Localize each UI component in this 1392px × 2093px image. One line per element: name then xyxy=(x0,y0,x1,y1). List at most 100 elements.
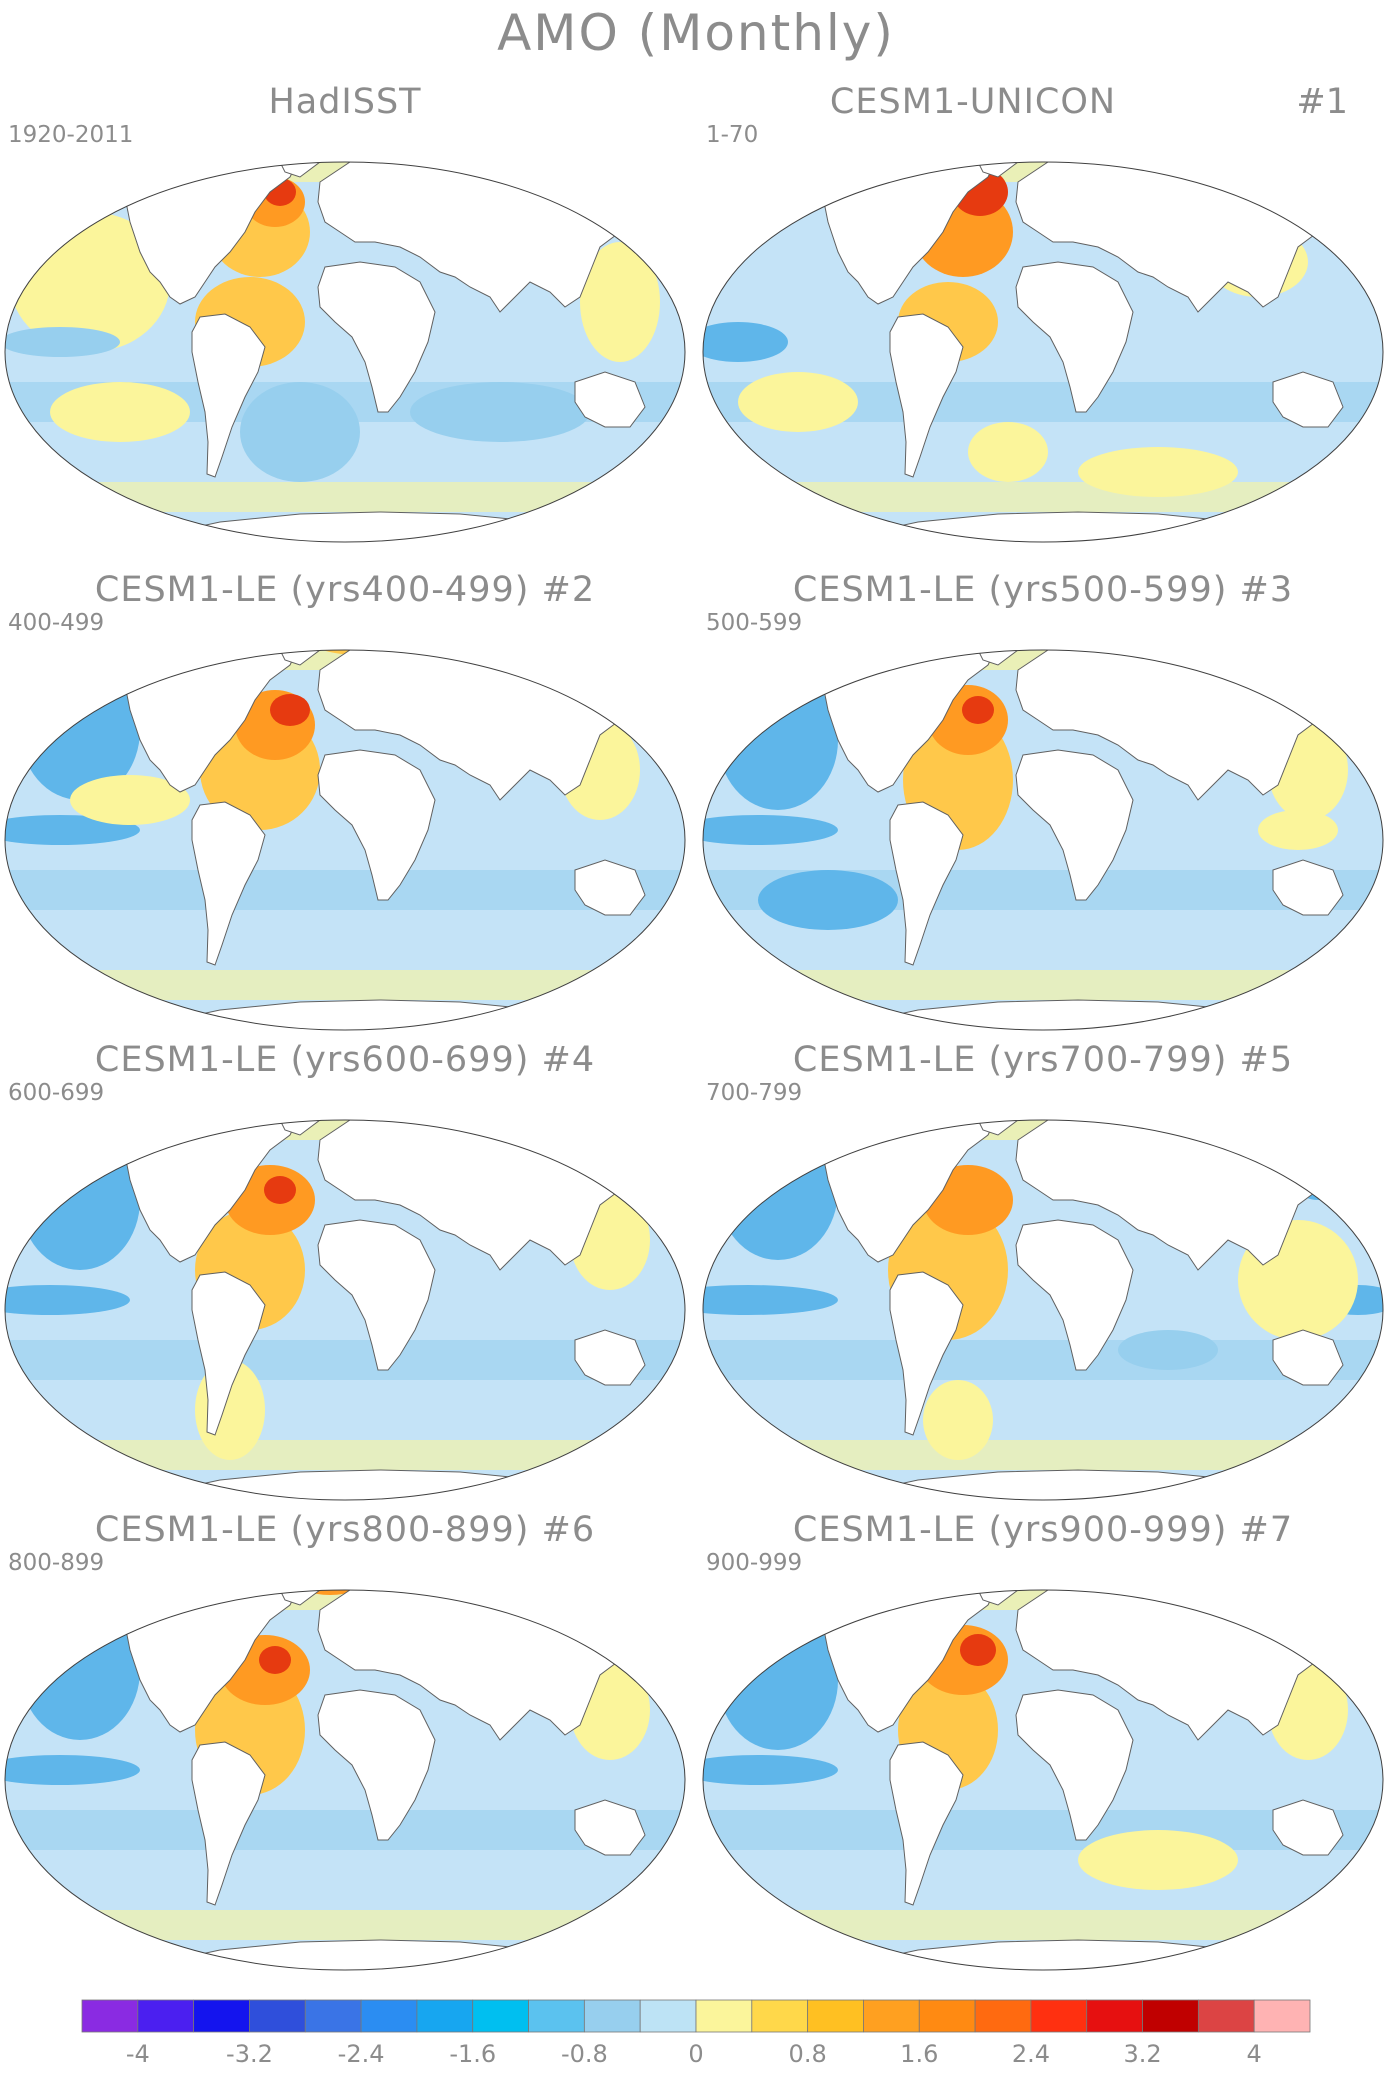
land-greenland xyxy=(967,1120,1029,1136)
map-border xyxy=(702,649,1384,1031)
anomaly-band xyxy=(703,1810,1383,1850)
panel-le-900: CESM1-LE (yrs900-999) #7 #7 900-999 xyxy=(698,1510,1388,1980)
colorbar-tick-label: 2.4 xyxy=(1012,2040,1050,2068)
panel-title: CESM1-LE (yrs600-699) #4 xyxy=(94,1040,596,1080)
land-australia xyxy=(1272,859,1344,916)
land-southAmerica xyxy=(191,313,266,478)
land-australia xyxy=(574,1329,646,1386)
land-antarctica xyxy=(149,1469,591,1500)
land-africa xyxy=(1015,749,1134,901)
land-antarctica xyxy=(847,1469,1289,1500)
anomaly-blob xyxy=(1078,447,1238,497)
anomaly-blob xyxy=(718,670,838,810)
colorbar-swatch xyxy=(528,1999,585,2033)
anomaly-blob xyxy=(962,696,994,724)
colorbar-swatch xyxy=(81,1999,139,2033)
land-africa xyxy=(1015,1219,1134,1371)
panel-title: CESM1-LE (yrs500-599) #3 xyxy=(792,570,1294,610)
colorbar-swatch xyxy=(416,1999,474,2033)
colorbar-swatch xyxy=(807,1999,864,2033)
colorbar-tick-label: -1.6 xyxy=(449,2040,496,2068)
anomaly-blob xyxy=(1118,1330,1218,1370)
land-antarctica xyxy=(847,1939,1289,1970)
panel-le-400: CESM1-LE (yrs400-499) #2 #2 400-499 xyxy=(0,570,690,1040)
anomaly-blob xyxy=(1078,1830,1238,1890)
panel-hadisst: HadISST 1920-2011 xyxy=(0,82,690,552)
land-australia xyxy=(1272,1329,1344,1386)
land-africa xyxy=(1015,1689,1134,1841)
anomaly-band xyxy=(703,1340,1383,1380)
panel-title: CESM1-LE (yrs800-899) #6 xyxy=(94,1510,596,1550)
land-antarctica xyxy=(149,1939,591,1970)
world-map xyxy=(4,161,686,543)
land-greenland xyxy=(967,1590,1029,1606)
panel-years: 1920-2011 xyxy=(8,122,134,148)
land-greenland xyxy=(967,162,1029,178)
colorbar-swatch xyxy=(137,1999,195,2033)
world-map xyxy=(702,161,1384,543)
land-southAmerica xyxy=(889,1741,964,1906)
colorbar-tick-label: -3.2 xyxy=(226,2040,273,2068)
anomaly-blob xyxy=(50,382,190,442)
colorbar-tick-label: -4 xyxy=(126,2040,150,2068)
land-southAmerica xyxy=(191,1741,266,1906)
panel-title: CESM1-LE (yrs900-999) #7 xyxy=(792,1510,1294,1550)
anomaly-band xyxy=(5,1910,685,1940)
panel-title: CESM1-LE (yrs700-799) #5 xyxy=(792,1040,1294,1080)
map-border xyxy=(702,161,1384,543)
land-australia xyxy=(574,371,646,428)
land-antarctica xyxy=(847,999,1289,1030)
colorbar-tick-label: 0.8 xyxy=(789,2040,827,2068)
colorbar-swatch xyxy=(863,1999,920,2033)
anomaly-blob xyxy=(580,242,660,362)
colorbar-swatch xyxy=(583,1999,641,2033)
colorbar-swatch xyxy=(360,1999,418,2033)
colorbar-tick-label: -2.4 xyxy=(338,2040,385,2068)
colorbar-swatch xyxy=(974,1999,1032,2033)
anomaly-blob xyxy=(410,382,590,442)
world-map xyxy=(4,649,686,1031)
world-map xyxy=(702,1119,1384,1501)
anomaly-blob xyxy=(718,1610,838,1750)
panel-years: 600-699 xyxy=(8,1080,105,1106)
land-greenland xyxy=(269,1120,331,1136)
panel-le-500: CESM1-LE (yrs500-599) #3 #3 500-599 xyxy=(698,570,1388,1040)
colorbar-tick-label: 4 xyxy=(1247,2040,1262,2068)
land-australia xyxy=(1272,1799,1344,1856)
land-antarctica xyxy=(847,511,1289,542)
panel-title: CESM1-UNICON xyxy=(829,82,1117,122)
anomaly-blob xyxy=(758,870,898,930)
anomaly-band xyxy=(5,482,685,512)
anomaly-band xyxy=(5,870,685,910)
anomaly-blob xyxy=(5,815,140,845)
anomaly-band xyxy=(703,1440,1383,1470)
anomaly-blob xyxy=(5,327,120,357)
colorbar-tick-label: 1.6 xyxy=(900,2040,938,2068)
panel-le-700: CESM1-LE (yrs700-799) #5 #5 700-799 xyxy=(698,1040,1388,1510)
anomaly-band xyxy=(5,1440,685,1470)
panel-number: #1 xyxy=(1296,82,1348,122)
land-antarctica xyxy=(149,511,591,542)
anomaly-blob xyxy=(703,1285,838,1315)
world-map xyxy=(4,1119,686,1501)
land-africa xyxy=(1015,261,1134,413)
anomaly-band xyxy=(703,1910,1383,1940)
colorbar-swatch xyxy=(918,1999,976,2033)
land-southAmerica xyxy=(191,801,266,966)
colorbar-swatch xyxy=(639,1999,697,2033)
land-africa xyxy=(317,749,436,901)
panel-years: 500-599 xyxy=(706,610,803,636)
colorbar-swatch xyxy=(1086,1999,1143,2033)
panel-years: 900-999 xyxy=(706,1550,803,1576)
land-greenland xyxy=(269,162,331,178)
anomaly-blob xyxy=(5,1285,130,1315)
colorbar-tick-label: -0.8 xyxy=(561,2040,608,2068)
colorbar-tick-label: 3.2 xyxy=(1123,2040,1161,2068)
anomaly-band xyxy=(5,970,685,1000)
land-australia xyxy=(574,1799,646,1856)
anomaly-blob xyxy=(1288,1590,1348,1625)
map-border xyxy=(4,649,686,1031)
land-greenland xyxy=(269,650,331,666)
anomaly-blob xyxy=(240,382,360,482)
anomaly-blob xyxy=(20,1130,140,1270)
